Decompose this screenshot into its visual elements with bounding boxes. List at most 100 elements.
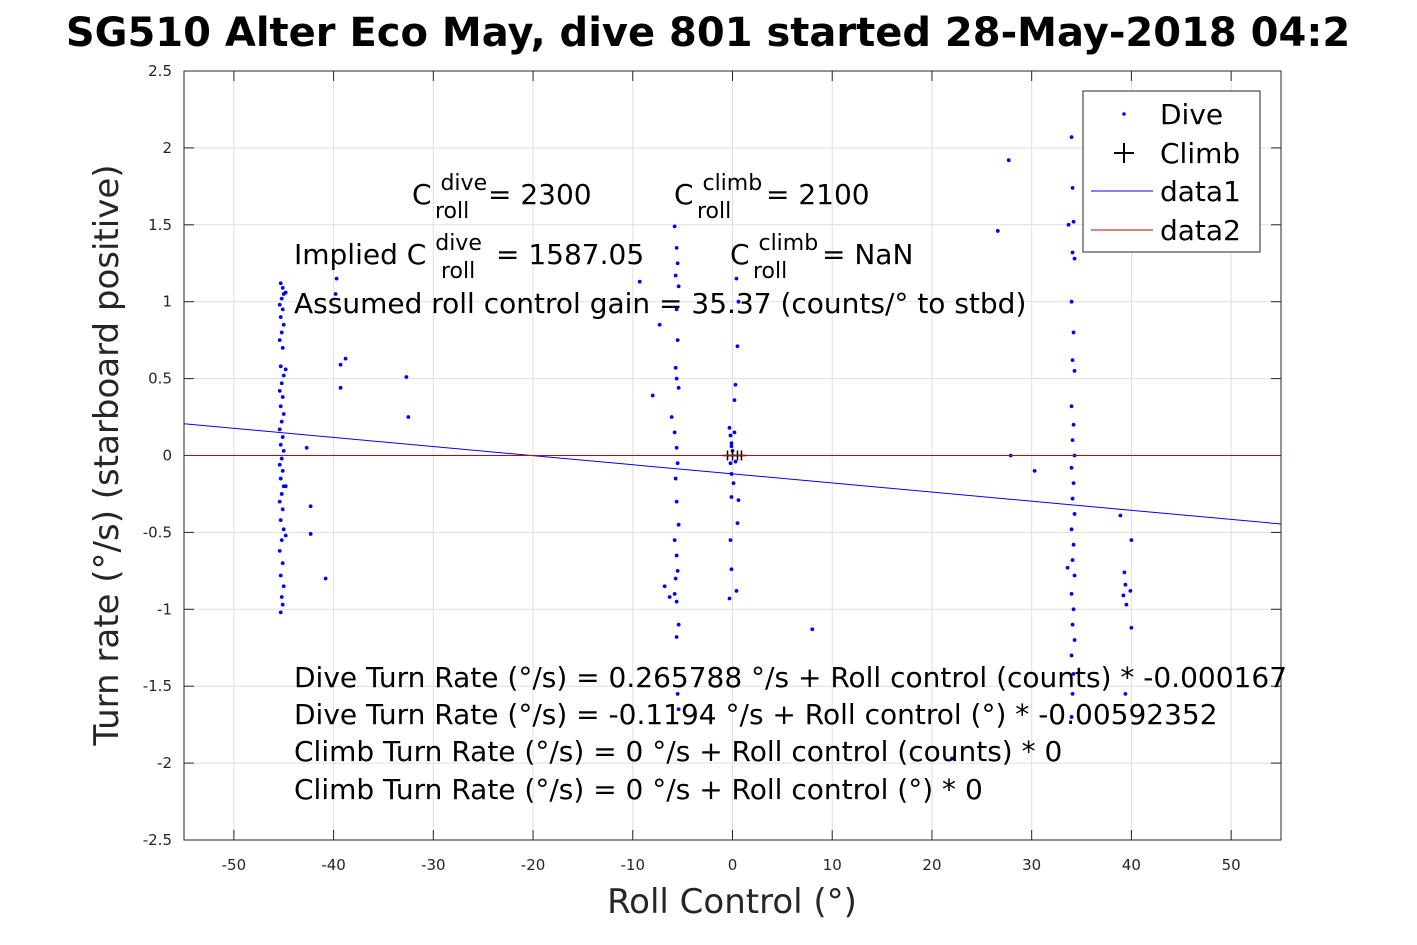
implied-dive-annotation: Implied C dive roll = 1587.05 (294, 224, 644, 285)
dive-point-99 (735, 344, 740, 349)
y-tick-label-0: -2.5 (143, 831, 172, 849)
dive-point-139 (1070, 622, 1075, 627)
c-dive-annotation: C dive roll = 2300 (412, 164, 592, 225)
dive-point-78 (672, 538, 677, 542)
dive-point-65 (676, 284, 681, 289)
dive-point-86 (676, 707, 681, 712)
dive-point-61 (672, 224, 677, 229)
dive-point-106 (727, 596, 732, 601)
dive-point-136 (1072, 573, 1077, 578)
implied-climb-base: C (730, 238, 750, 271)
dive-point-119 (1070, 250, 1075, 255)
legend-climb-label: Climb (1160, 137, 1240, 170)
dive-point-125 (1069, 404, 1074, 409)
dive-point-151 (1124, 602, 1129, 607)
dive-point-4 (277, 302, 282, 307)
dive-point-83 (676, 622, 681, 627)
x-tick-label-10: 50 (1222, 856, 1241, 874)
dive-point-84 (674, 635, 679, 639)
dive-point-12 (281, 373, 286, 378)
dive-point-112 (995, 229, 1000, 233)
dive-point-80 (675, 568, 680, 573)
legend: Dive Climb data1 data2 (1082, 90, 1261, 253)
dive-point-120 (1072, 256, 1077, 261)
dive-point-74 (675, 461, 680, 466)
dive-point-11 (278, 364, 283, 369)
dive-point-49 (334, 276, 339, 281)
dive-point-71 (669, 415, 674, 419)
dive-point-19 (277, 427, 282, 432)
legend-data1-label: data1 (1160, 175, 1241, 208)
fit-climb-counts: Climb Turn Rate (°/s) = 0 °/s + Roll con… (294, 735, 1062, 768)
y-tick-label-6: 0.5 (148, 370, 172, 388)
dive-point-98 (736, 299, 741, 304)
y-tick-label-4: -0.5 (143, 523, 172, 541)
dive-point-153 (1128, 588, 1133, 593)
dive-point-88 (727, 425, 732, 430)
dive-point-69 (674, 376, 679, 381)
dive-point-113 (1006, 158, 1011, 163)
dive-point-117 (1070, 185, 1075, 190)
legend-dive-label: Dive (1160, 98, 1223, 131)
dive-point-5 (280, 307, 285, 312)
dive-point-21 (278, 442, 283, 447)
x-tick-label-6: 10 (823, 856, 842, 874)
y-axis-label: Turn rate (°/s) (starboard positive) (87, 164, 127, 746)
dive-point-145 (1065, 565, 1070, 570)
fit-climb-degrees: Climb Turn Rate (°/s) = 0 °/s + Roll con… (294, 773, 983, 806)
dive-point-124 (1072, 369, 1077, 373)
dive-point-103 (728, 538, 733, 542)
c-dive-sup: dive (440, 171, 487, 196)
gain-annotation: Assumed roll control gain = 35.37 (count… (294, 287, 1026, 320)
c-climb-annotation: C climb roll = 2100 (674, 164, 870, 225)
dive-point-55 (406, 415, 411, 419)
dive-point-138 (1071, 607, 1076, 612)
dive-point-3 (279, 296, 284, 301)
dive-point-94 (731, 481, 736, 486)
dive-point-51 (338, 362, 343, 367)
dive-point-32 (281, 527, 286, 532)
dive-point-20 (280, 435, 285, 439)
dive-point-47 (308, 532, 313, 536)
dive-point-67 (675, 338, 680, 343)
dive-point-14 (277, 389, 282, 393)
dive-point-36 (278, 573, 283, 578)
dive-point-8 (279, 330, 284, 335)
dive-point-38 (279, 595, 284, 599)
legend-climb-marker (1114, 143, 1134, 163)
dive-point-149 (1123, 582, 1128, 587)
dive-point-87 (672, 592, 677, 596)
c-climb-value: = 2100 (766, 178, 870, 211)
dive-point-41 (283, 290, 288, 295)
dive-point-101 (735, 521, 740, 526)
x-tick-label-4: -10 (621, 856, 646, 874)
dive-point-97 (734, 276, 739, 281)
x-tick-label-3: -20 (521, 856, 546, 874)
implied-climb-value: = NaN (822, 238, 913, 271)
dive-point-129 (1069, 465, 1074, 470)
x-tick-label-7: 20 (922, 856, 941, 874)
dive-point-23 (279, 456, 284, 461)
dive-point-13 (279, 381, 284, 386)
dive-point-64 (673, 273, 678, 278)
dive-point-107 (732, 430, 737, 435)
dive-point-45 (304, 445, 309, 450)
dive-point-58 (657, 322, 662, 327)
x-axis-label: Roll Control (°) (607, 882, 857, 922)
dive-point-133 (1069, 527, 1074, 532)
dive-point-1 (280, 285, 285, 290)
dive-point-137 (1069, 592, 1074, 596)
fit-dive-counts: Dive Turn Rate (°/s) = 0.265788 °/s + Ro… (294, 661, 1287, 694)
dive-point-15 (280, 395, 285, 399)
x-tick-label-9: 40 (1122, 856, 1141, 874)
y-tick-label-8: 1.5 (148, 216, 172, 234)
dive-point-115 (1032, 468, 1037, 473)
dive-point-134 (1071, 542, 1076, 547)
dive-point-105 (734, 588, 739, 593)
dive-point-10 (280, 345, 285, 350)
dive-point-143 (1070, 691, 1075, 696)
annotations: C dive roll = 2300 C climb roll = 2100 I… (294, 164, 1287, 806)
dive-point-59 (662, 584, 667, 589)
y-tick-label-10: 2.5 (148, 62, 172, 80)
dive-point-79 (674, 553, 679, 558)
